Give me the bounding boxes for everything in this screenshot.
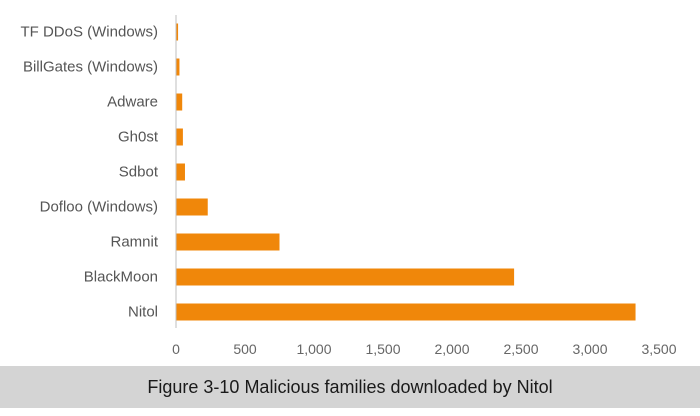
x-tick-label: 2,500 (503, 341, 538, 357)
bar-nitol (176, 303, 636, 321)
bar-blackmoon (176, 268, 515, 286)
x-tick-label: 0 (172, 341, 180, 357)
chart-area: TF DDoS (Windows) BillGates (Windows) Adwa… (20, 15, 677, 357)
x-tick-label: 500 (233, 341, 257, 357)
category-label-adware: Adware (107, 94, 158, 111)
category-label-sdbot: Sdbot (119, 164, 159, 181)
bar-gh0st (176, 128, 183, 146)
caption-band: Figure 3-10 Malicious families downloade… (0, 366, 700, 408)
x-tick-label: 3,500 (641, 341, 676, 357)
bar-chart: TF DDoS (Windows) BillGates (Windows) Adwa… (20, 15, 677, 357)
category-label-tf-ddos-windows: TF DDoS (Windows) (20, 24, 158, 41)
bar-sdbot (176, 163, 185, 181)
x-tick-label: 1,000 (296, 341, 331, 357)
x-tick-label: 3,000 (572, 341, 607, 357)
bar-dofloo-windows (176, 198, 208, 216)
category-label-dofloo-windows: Dofloo (Windows) (40, 199, 158, 216)
figure-caption: Figure 3-10 Malicious families downloade… (147, 376, 553, 397)
category-label-blackmoon: BlackMoon (84, 269, 158, 286)
bar-adware (176, 93, 183, 111)
bars-group (176, 23, 636, 321)
x-tick-labels-group: 0 500 1,000 1,500 2,000 2,500 3,000 3,500 (172, 341, 677, 357)
bar-billgates-windows (176, 58, 180, 76)
category-labels-group: TF DDoS (Windows) BillGates (Windows) Adwa… (20, 24, 158, 321)
bar-ramnit (176, 233, 280, 251)
x-tick-label: 1,500 (365, 341, 400, 357)
category-label-gh0st: Gh0st (118, 129, 159, 146)
category-label-ramnit: Ramnit (110, 234, 158, 251)
category-label-nitol: Nitol (128, 304, 158, 321)
bar-tf-ddos-windows (176, 23, 179, 41)
category-label-billgates-windows: BillGates (Windows) (23, 59, 158, 76)
x-tick-label: 2,000 (434, 341, 469, 357)
